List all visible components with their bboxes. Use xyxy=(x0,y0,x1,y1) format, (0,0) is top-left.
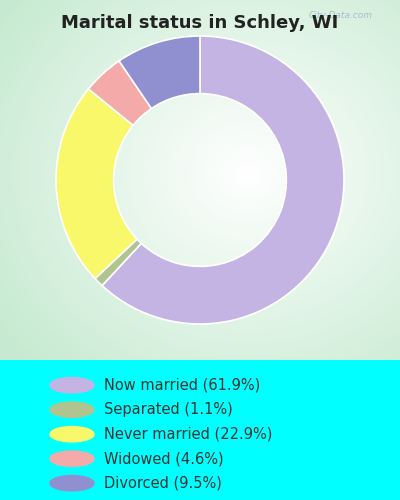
Text: Widowed (4.6%): Widowed (4.6%) xyxy=(104,451,224,466)
Text: City-Data.com: City-Data.com xyxy=(309,11,373,20)
Wedge shape xyxy=(88,61,152,126)
Wedge shape xyxy=(95,239,141,286)
Text: Now married (61.9%): Now married (61.9%) xyxy=(104,378,260,392)
Circle shape xyxy=(50,451,94,466)
Text: Separated (1.1%): Separated (1.1%) xyxy=(104,402,233,417)
Circle shape xyxy=(50,476,94,491)
Text: Never married (22.9%): Never married (22.9%) xyxy=(104,426,272,442)
Wedge shape xyxy=(56,89,137,278)
Circle shape xyxy=(50,426,94,442)
Wedge shape xyxy=(102,36,344,324)
Circle shape xyxy=(50,402,94,417)
Text: Marital status in Schley, WI: Marital status in Schley, WI xyxy=(61,14,339,32)
Text: Divorced (9.5%): Divorced (9.5%) xyxy=(104,476,222,490)
Circle shape xyxy=(50,378,94,393)
Wedge shape xyxy=(119,36,200,109)
